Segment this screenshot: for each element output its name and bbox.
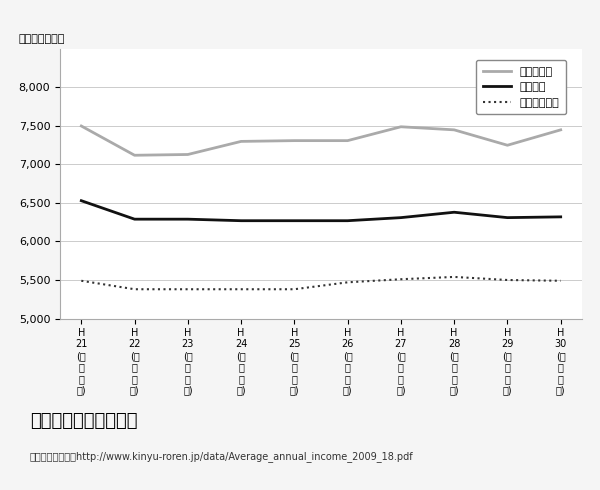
第二地方銀行 [291,286,298,292]
メガバンク [504,142,511,148]
第二地方銀行 [557,278,564,284]
第二地方銀行 [238,286,245,292]
メガバンク [557,127,564,133]
メガバンク [344,138,351,144]
地方銀行 [451,209,458,215]
第二地方銀行 [131,286,138,292]
メガバンク [78,123,85,129]
Text: 出典：金融労連　http://www.kinyu-roren.jp/data/Average_annual_income_2009_18.pdf: 出典：金融労連 http://www.kinyu-roren.jp/data/A… [30,451,413,462]
メガバンク [238,139,245,145]
地方銀行 [344,218,351,223]
メガバンク [451,127,458,133]
Line: 地方銀行: 地方銀行 [82,201,560,220]
第二地方銀行 [397,276,404,282]
地方銀行 [78,198,85,204]
Line: メガバンク: メガバンク [82,126,560,155]
地方銀行 [557,214,564,220]
メガバンク [397,124,404,130]
地方銀行 [291,218,298,223]
地方銀行 [397,215,404,220]
第二地方銀行 [504,277,511,283]
Legend: メガバンク, 地方銀行, 第二地方銀行: メガバンク, 地方銀行, 第二地方銀行 [476,60,566,114]
第二地方銀行 [344,279,351,285]
地方銀行 [131,216,138,222]
メガバンク [184,151,191,157]
第二地方銀行 [451,274,458,280]
第二地方銀行 [184,286,191,292]
地方銀行 [238,218,245,223]
第二地方銀行 [78,278,85,284]
Line: 第二地方銀行: 第二地方銀行 [82,277,560,289]
Text: （単位：千円）: （単位：千円） [18,34,65,44]
Text: 銀行員の平均年収推移: 銀行員の平均年収推移 [30,412,137,430]
地方銀行 [184,216,191,222]
地方銀行 [504,215,511,220]
メガバンク [131,152,138,158]
メガバンク [291,138,298,144]
